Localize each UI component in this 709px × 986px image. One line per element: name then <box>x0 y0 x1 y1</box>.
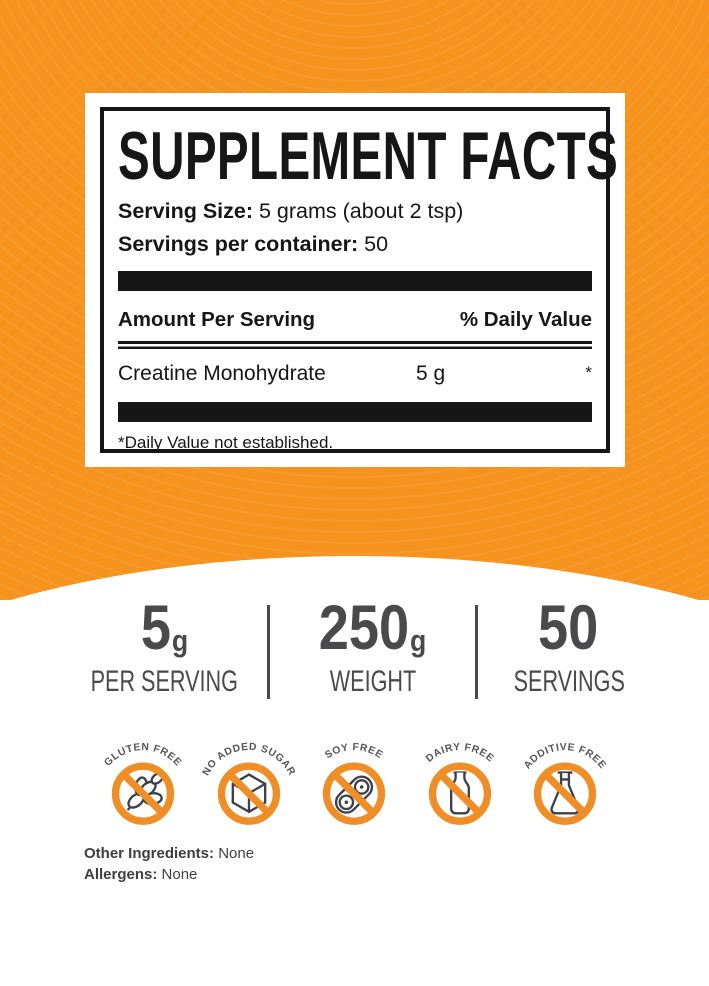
table-row: Creatine Monohydrate 5 g * <box>118 362 592 386</box>
additive-free-badge: ADDITIVE FREE <box>522 742 607 825</box>
stats-strip: 5 g PER SERVING 250 g WEIGHT 50 SERVINGS <box>62 593 662 703</box>
dairy-free-badge: DAIRY FREE <box>424 742 496 825</box>
svg-text:DAIRY FREE: DAIRY FREE <box>424 742 496 765</box>
allergens-value: None <box>161 866 198 883</box>
ingredient-name: Creatine Monohydrate <box>118 362 326 386</box>
servings-per-container-line: Servings per container: 50 <box>118 232 592 257</box>
badge-label: NO ADDED SUGAR <box>200 742 296 778</box>
svg-text:NO ADDED SUGAR: NO ADDED SUGAR <box>200 742 296 778</box>
double-rule <box>118 341 592 350</box>
stat-unit: g <box>171 623 189 659</box>
stat-value: 50 <box>538 593 599 663</box>
stat-weight: 250 g WEIGHT <box>270 593 475 699</box>
servings-per-container-value: 50 <box>364 232 389 257</box>
stat-label: PER SERVING <box>90 665 239 699</box>
stat-label: SERVINGS <box>513 665 625 699</box>
serving-size-line: Serving Size: 5 grams (about 2 tsp) <box>118 199 592 224</box>
thick-divider-bar <box>118 271 592 292</box>
no-symbol-icon <box>533 762 597 825</box>
badge-label: SOY FREE <box>323 742 384 761</box>
other-ingredients-line: Other Ingredients: None <box>84 843 254 864</box>
allergens-label: Allergens: <box>84 866 158 883</box>
supplement-facts-border: SUPPLEMENT FACTS Serving Size: 5 grams (… <box>100 107 619 453</box>
stat-value: 5 <box>140 593 171 663</box>
supplement-facts-panel: SUPPLEMENT FACTS Serving Size: 5 grams (… <box>85 93 625 467</box>
other-ingredients-label: Other Ingredients: <box>84 845 215 862</box>
no-symbol-icon <box>217 762 280 825</box>
no-symbol-icon <box>111 762 175 825</box>
allergens-line: Allergens: None <box>84 864 254 885</box>
ingredient-amount: 5 g <box>416 362 446 386</box>
serving-size-value: 5 grams (about 2 tsp) <box>259 198 464 223</box>
free-from-badges: GLUTEN FREE NO ADDED SUGAR SOY FREE <box>92 724 616 830</box>
stats-divider <box>267 605 270 699</box>
other-ingredients-value: None <box>218 845 255 862</box>
ingredient-daily-value: * <box>585 363 592 383</box>
stat-weight-number: 250 g <box>318 593 427 663</box>
stat-per-serving: 5 g PER SERVING <box>62 593 267 699</box>
badge-label: DAIRY FREE <box>424 742 495 765</box>
no-added-sugar-badge: NO ADDED SUGAR <box>200 742 296 825</box>
daily-value-header: % Daily Value <box>459 308 592 332</box>
no-symbol-icon <box>428 762 491 825</box>
stat-label: WEIGHT <box>329 665 416 699</box>
gluten-free-badge: GLUTEN FREE <box>103 742 183 825</box>
stat-per-serving-number: 5 g <box>140 593 189 663</box>
thick-divider-bar <box>118 402 592 423</box>
stat-unit: g <box>409 623 427 659</box>
facts-header-row: Amount Per Serving % Daily Value <box>118 308 592 332</box>
serving-size-label: Serving Size: <box>118 198 254 223</box>
daily-value-footnote: *Daily Value not established. <box>118 433 334 453</box>
stats-divider <box>475 605 478 699</box>
amount-per-serving-header: Amount Per Serving <box>118 308 316 332</box>
stat-servings: 50 SERVINGS <box>478 593 660 699</box>
svg-text:SOY FREE: SOY FREE <box>323 742 385 761</box>
soy-free-badge: SOY FREE <box>322 742 386 825</box>
stat-value: 250 <box>318 593 410 663</box>
servings-per-container-label: Servings per container: <box>118 232 359 257</box>
stat-servings-number: 50 <box>538 593 599 663</box>
no-symbol-icon <box>322 762 386 825</box>
supplement-facts-title: SUPPLEMENT FACTS <box>118 118 619 194</box>
